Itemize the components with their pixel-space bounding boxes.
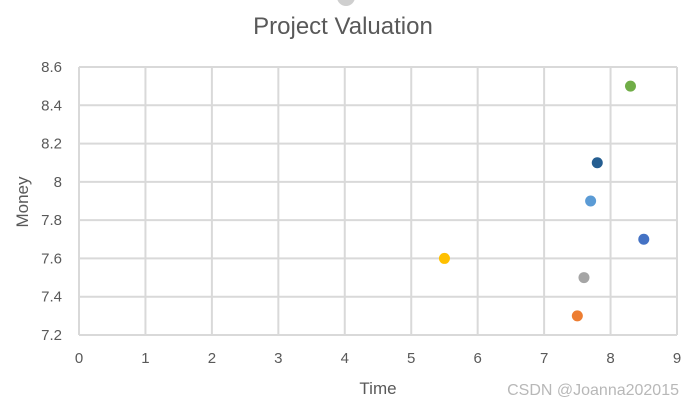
y-tick-label-8.6: 8.6 [41, 59, 62, 76]
data-point-1 [438, 252, 450, 264]
x-tick-label-8: 8 [606, 350, 614, 367]
y-axis-ticks: 7.2 7.4 7.6 7.8 8 8.2 8.4 8.6 [41, 59, 62, 344]
y-tick-label-7.4: 7.4 [41, 289, 62, 306]
y-tick-label-7.2: 7.2 [41, 327, 62, 344]
x-tick-label-1: 1 [141, 350, 149, 367]
x-tick-label-2: 2 [208, 350, 216, 367]
chart-top-fragment [337, 0, 355, 6]
grid-layer [78, 66, 678, 336]
y-tick-label-8.2: 8.2 [41, 136, 62, 153]
data-point-5 [591, 157, 603, 169]
y-tick-label-8: 8 [54, 174, 62, 191]
chart-title: Project Valuation [253, 13, 433, 40]
y-tick-label-7.8: 7.8 [41, 212, 62, 229]
x-tick-label-5: 5 [407, 350, 415, 367]
data-point-4 [585, 195, 597, 207]
data-point-7 [638, 233, 650, 245]
data-point-6 [624, 80, 636, 92]
data-point-2 [571, 310, 583, 322]
data-points [438, 80, 650, 322]
x-tick-label-9: 9 [673, 350, 681, 367]
y-tick-label-8.4: 8.4 [41, 97, 62, 114]
y-tick-label-7.6: 7.6 [41, 250, 62, 267]
x-axis-ticks: 0 1 2 3 4 5 6 7 8 9 [75, 350, 681, 367]
x-tick-label-3: 3 [274, 350, 282, 367]
y-axis-title: Money [13, 176, 32, 228]
x-tick-label-6: 6 [473, 350, 481, 367]
x-tick-label-7: 7 [540, 350, 548, 367]
x-tick-label-0: 0 [75, 350, 83, 367]
watermark-text: CSDN @Joanna202015 [507, 382, 679, 399]
x-axis-title: Time [359, 379, 396, 398]
x-tick-label-4: 4 [341, 350, 349, 367]
data-point-3 [578, 272, 590, 284]
